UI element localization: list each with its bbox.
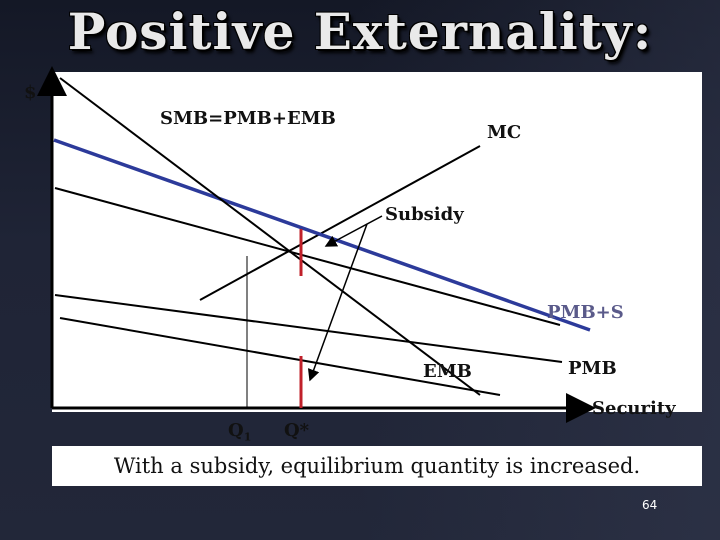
mc-curve-label: MC [487, 122, 522, 143]
subsidy-arrow-upper [324, 215, 383, 247]
emb-curve [59, 317, 501, 396]
smb-curve-label: SMB=PMB+EMB [160, 108, 336, 129]
x-axis-label: Security [592, 398, 676, 419]
pmb-s-curve [54, 187, 561, 326]
caption-bar: With a subsidy, equilibrium quantity is … [52, 446, 702, 486]
pmb-s-curve-label: PMB+S [547, 302, 624, 323]
page-number: 64 [642, 498, 658, 512]
q1-label: Q1 [228, 420, 251, 444]
subsidy-label: Subsidy [385, 204, 464, 225]
diagram-panel [52, 72, 702, 412]
q1-label-subscript: 1 [243, 430, 252, 444]
smb-curve [53, 138, 591, 332]
pmb-curve-label: PMB [568, 358, 617, 379]
q-star-label: Q* [284, 420, 310, 441]
caption-text: With a subsidy, equilibrium quantity is … [113, 454, 641, 478]
q1-label-text: Q [228, 420, 244, 441]
slide-title: Positive Externality: [67, 2, 653, 61]
emb-curve-label: EMB [423, 361, 472, 382]
pmb-curve [54, 294, 563, 363]
subsidy-arrow-lower [307, 223, 368, 382]
y-axis-label: $ [24, 82, 37, 103]
